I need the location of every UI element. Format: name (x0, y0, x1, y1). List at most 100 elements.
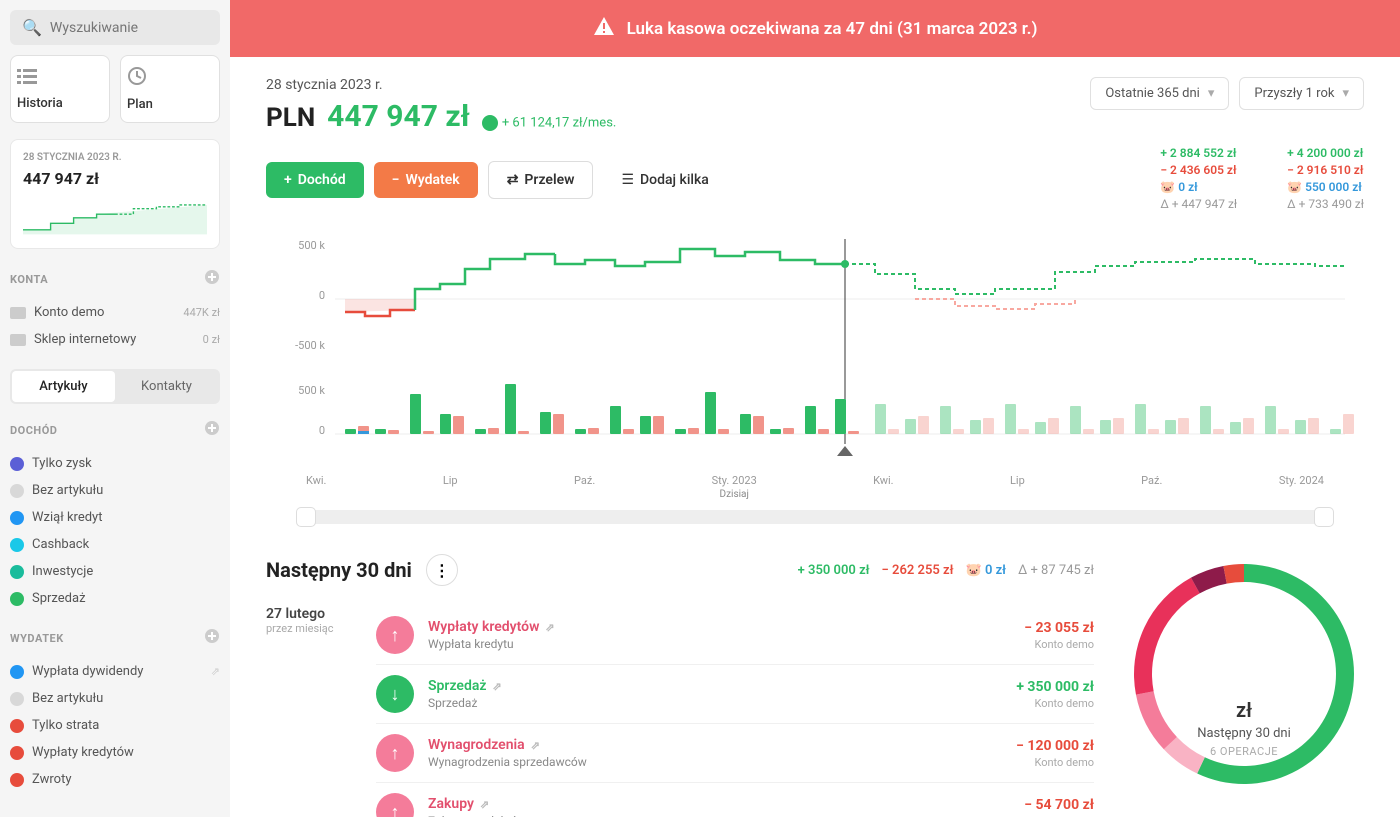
transaction-row[interactable]: ↓ Sprzedaż ⇗ Sprzedaż + 350 000 zł Konto… (376, 665, 1094, 724)
svg-text:0: 0 (319, 289, 325, 302)
category-row[interactable]: Cashback (10, 531, 220, 558)
next-menu-btn[interactable]: ⋮ (426, 554, 458, 586)
transaction-name: Wypłaty kredytów ⇗ (428, 619, 1010, 635)
add-many-btn[interactable]: ☰Dodaj kilka (603, 162, 726, 198)
account-row[interactable]: Sklep internetowy 0 zł (10, 326, 220, 353)
external-link-icon: ⇗ (545, 621, 554, 634)
scroll-handle-right[interactable] (1314, 507, 1334, 527)
chart-scrollbar[interactable] (296, 510, 1334, 524)
tab-articles[interactable]: Artykuły (12, 371, 115, 402)
transaction-row[interactable]: ↑ Wypłaty kredytów ⇗ Wypłata kredytu − 2… (376, 606, 1094, 665)
chevron-down-icon: ▾ (1342, 86, 1349, 101)
next-stat-other: 🐷 0 zł (966, 563, 1007, 578)
category-row[interactable]: Wypłaty kredytów (10, 739, 220, 766)
plus-icon: + (284, 172, 292, 188)
pig-icon: 🐷 (966, 563, 985, 578)
transaction-direction-icon: ↑ (376, 616, 414, 654)
balance-date: 28 STYCZNIA 2023 R. (23, 152, 207, 163)
svg-text:-500 k: -500 k (295, 339, 325, 352)
category-row[interactable]: Zwroty (10, 766, 220, 793)
category-dot (10, 565, 24, 579)
expense-title: WYDATEK (10, 632, 64, 645)
transfer-btn[interactable]: ⇄Przelew (488, 161, 594, 199)
pig-icon: 🐷 (1287, 180, 1305, 194)
search-input[interactable] (50, 20, 208, 36)
chevron-down-icon: ▾ (1208, 86, 1215, 101)
x-axis-label: Sty. 2023Dzisiaj (712, 474, 757, 500)
svg-text:500 k: 500 k (298, 239, 325, 252)
next-stat-out: − 262 255 zł (882, 563, 954, 578)
list-icon: ☰ (621, 172, 634, 188)
main-balance: 447 947 zł (327, 99, 470, 134)
nav-history[interactable]: Historia (10, 55, 110, 123)
category-row[interactable]: Wziął kredyt (10, 504, 220, 531)
alert-bar: Luka kasowa oczekiwana za 47 dni (31 mar… (230, 0, 1400, 57)
x-axis-label: Lip (1010, 474, 1025, 500)
donut-currency: zł (1197, 698, 1291, 722)
trans-date-sub: przez miesiąc (266, 622, 356, 635)
x-axis-label: Paź. (1141, 474, 1162, 500)
accounts-title: KONTA (10, 273, 48, 286)
transaction-amount: − 54 700 zł (1024, 797, 1094, 813)
balance-card: 28 STYCZNIA 2023 R. 447 947 zł (10, 139, 220, 249)
x-axis-label: Lip (443, 474, 458, 500)
transaction-amount: − 23 055 zł (1024, 620, 1094, 636)
tab-contacts[interactable]: Kontakty (115, 371, 218, 402)
nav-plan[interactable]: Plan (120, 55, 220, 123)
scroll-handle-left[interactable] (296, 507, 316, 527)
stat-past-other: 🐷 0 zł (1160, 180, 1237, 194)
category-row[interactable]: Sprzedaż (10, 585, 220, 612)
wallet-icon (10, 334, 26, 346)
list-icon (17, 66, 103, 90)
transaction-account: Konto demo (1016, 756, 1094, 769)
category-row[interactable]: Tylko zysk (10, 450, 220, 477)
category-dot (10, 746, 24, 760)
main: Luka kasowa oczekiwana za 47 dni (31 mar… (230, 0, 1400, 817)
x-axis-label: Paź. (574, 474, 595, 500)
category-dot (10, 692, 24, 706)
search-box[interactable]: 🔍 (10, 10, 220, 45)
category-row[interactable]: Wypłata dywidendy ⇗ (10, 658, 220, 685)
pig-icon: 🐷 (1160, 180, 1178, 194)
transaction-direction-icon: ↓ (376, 675, 414, 713)
external-link-icon: ⇗ (480, 798, 489, 811)
tab-switch: Artykuły Kontakty (10, 369, 220, 404)
donut-ops: 6 OPERACJE (1197, 745, 1291, 758)
transaction-direction-icon: ↑ (376, 734, 414, 772)
range-past-dropdown[interactable]: Ostatnie 365 dni▾ (1090, 77, 1229, 110)
clock-icon (127, 66, 213, 91)
svg-text:500 k: 500 k (298, 384, 325, 397)
category-dot (10, 773, 24, 787)
transaction-account: Konto demo (1024, 638, 1094, 651)
category-row[interactable]: Bez artykułu (10, 477, 220, 504)
category-row[interactable]: Inwestycje (10, 558, 220, 585)
transaction-row[interactable]: ↑ Zakupy ⇗ Zakupy produktów − 54 700 zł … (376, 783, 1094, 817)
stat-future-out: − 2 916 510 zł (1287, 163, 1364, 177)
add-expense-btn[interactable]: −Wydatek (374, 162, 478, 198)
balance-amount: 447 947 zł (23, 169, 207, 188)
stat-future-other: 🐷 550 000 zł (1287, 180, 1364, 194)
transaction-row[interactable]: ↑ Wynagrodzenia ⇗ Wynagrodzenia sprzedaw… (376, 724, 1094, 783)
add-expense-cat-btn[interactable] (204, 628, 220, 648)
minus-icon: − (392, 172, 400, 188)
stat-future-in: + 4 200 000 zł (1287, 146, 1364, 160)
range-future-dropdown[interactable]: Przyszły 1 rok▾ (1239, 77, 1364, 110)
add-income-cat-btn[interactable] (204, 420, 220, 440)
transfer-icon: ⇄ (507, 172, 519, 188)
balance-delta: + 61 124,17 zł/mes. (482, 115, 617, 131)
balance-chart: 500 k0-500 k500 k0 (266, 234, 1364, 464)
donut-label: Następny 30 dni (1197, 726, 1291, 741)
category-row[interactable]: Bez artykułu (10, 685, 220, 712)
warning-icon (593, 16, 615, 41)
transaction-name: Sprzedaż ⇗ (428, 678, 1002, 694)
category-dot (10, 719, 24, 733)
add-account-btn[interactable] (204, 269, 220, 289)
category-row[interactable]: Tylko strata (10, 712, 220, 739)
stat-past-delta: Δ + 447 947 zł (1160, 197, 1237, 211)
transaction-amount: + 350 000 zł (1016, 679, 1094, 695)
alert-text: Luka kasowa oczekiwana za 47 dni (31 mar… (627, 19, 1038, 39)
add-income-btn[interactable]: +Dochód (266, 162, 364, 198)
account-row[interactable]: Konto demo 447K zł (10, 299, 220, 326)
category-dot (10, 484, 24, 498)
category-dot (10, 457, 24, 471)
